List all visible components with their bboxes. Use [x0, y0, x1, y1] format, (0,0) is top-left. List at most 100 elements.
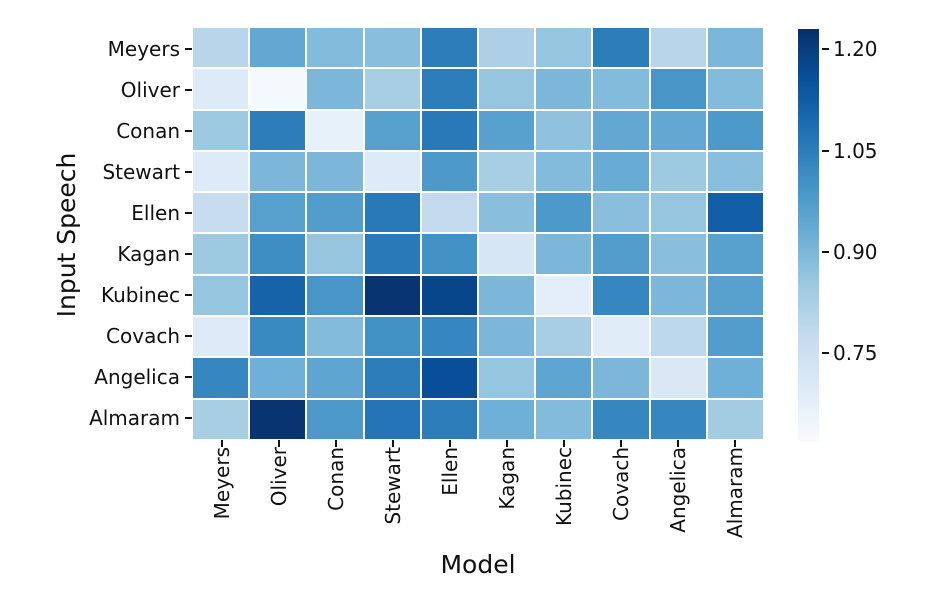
y-tick-label: Kagan: [117, 242, 180, 267]
heatmap-cell: [650, 28, 706, 68]
colorbar-tick-label: 1.20: [833, 37, 878, 62]
heatmap-cell: [536, 358, 592, 398]
heatmap-cell: [707, 234, 763, 274]
heatmap-cell: [593, 399, 649, 439]
heatmap-cell: [593, 234, 649, 274]
heatmap-cell: [707, 193, 763, 233]
heatmap-cell: [250, 399, 306, 439]
heatmap-cell: [479, 151, 535, 192]
x-tick-mark: [220, 440, 223, 447]
heatmap-cell: [421, 399, 477, 439]
heatmap-cell: [421, 193, 477, 233]
heatmap-cell: [707, 28, 763, 68]
heatmap-cell: [307, 399, 363, 439]
colorbar-tick-mark: [822, 352, 829, 355]
heatmap-cell: [707, 399, 763, 439]
heatmap-cell: [193, 358, 249, 398]
colorbar-tick-label: 1.05: [833, 138, 878, 163]
heatmap-cell: [650, 275, 706, 316]
heatmap-cell: [479, 317, 535, 357]
x-axis-title: Model: [440, 550, 516, 579]
heatmap-cell: [479, 69, 535, 109]
x-tick-label: Almaram: [722, 447, 747, 538]
x-tick-label: Ellen: [437, 447, 462, 496]
y-tick-mark: [185, 88, 192, 91]
heatmap-cell: [307, 317, 363, 357]
heatmap-cell: [536, 151, 592, 192]
colorbar-tick-label: 0.75: [833, 341, 878, 366]
heatmap-grid: [193, 28, 763, 439]
heatmap-cell: [479, 110, 535, 150]
y-tick-label: Conan: [116, 118, 180, 143]
heatmap-cell: [250, 234, 306, 274]
x-tick-mark: [505, 440, 508, 447]
x-tick-mark: [391, 440, 394, 447]
heatmap-cell: [650, 110, 706, 150]
colorbar-gradient: [798, 29, 819, 441]
heatmap-cell: [421, 28, 477, 68]
colorbar-tick-mark: [822, 250, 829, 253]
heatmap-cell: [650, 151, 706, 192]
heatmap-cell: [307, 275, 363, 316]
heatmap-cell: [479, 234, 535, 274]
heatmap-cell: [593, 151, 649, 192]
x-tick-label: Conan: [323, 447, 348, 511]
heatmap-cell: [536, 193, 592, 233]
heatmap-cell: [536, 234, 592, 274]
y-tick-mark: [185, 170, 192, 173]
heatmap-cell: [593, 110, 649, 150]
heatmap-cell: [650, 358, 706, 398]
y-tick-mark: [185, 335, 192, 338]
heatmap-cell: [536, 317, 592, 357]
heatmap-cell: [193, 317, 249, 357]
heatmap-cell: [307, 151, 363, 192]
x-tick-label: Stewart: [380, 447, 405, 525]
y-tick-label: Ellen: [131, 200, 180, 225]
heatmap-cell: [707, 358, 763, 398]
heatmap-cell: [364, 151, 420, 192]
y-tick-mark: [185, 47, 192, 50]
heatmap-cell: [307, 28, 363, 68]
heatmap-cell: [707, 110, 763, 150]
y-tick-mark: [185, 376, 192, 379]
heatmap-cell: [193, 399, 249, 439]
heatmap-cell: [307, 358, 363, 398]
heatmap-cell: [364, 234, 420, 274]
x-tick-label: Covach: [608, 447, 633, 521]
heatmap-cell: [479, 275, 535, 316]
heatmap-cell: [650, 399, 706, 439]
heatmap-cell: [536, 69, 592, 109]
y-tick-mark: [185, 211, 192, 214]
heatmap-cell: [364, 110, 420, 150]
heatmap-cell: [707, 317, 763, 357]
heatmap-cell: [479, 28, 535, 68]
heatmap-cell: [536, 399, 592, 439]
y-tick-label: Stewart: [102, 159, 180, 184]
heatmap-cell: [193, 193, 249, 233]
x-tick-label: Kubinec: [551, 447, 576, 527]
colorbar-tick-mark: [822, 48, 829, 51]
x-tick-mark: [733, 440, 736, 447]
heatmap-cell: [307, 110, 363, 150]
heatmap-cell: [536, 275, 592, 316]
x-tick-mark: [676, 440, 679, 447]
heatmap-cell: [421, 110, 477, 150]
heatmap-cell: [707, 275, 763, 316]
heatmap-cell: [707, 69, 763, 109]
heatmap-cell: [250, 110, 306, 150]
heatmap-cell: [364, 193, 420, 233]
x-tick-mark: [562, 440, 565, 447]
y-tick-label: Meyers: [107, 36, 180, 61]
heatmap-cell: [307, 193, 363, 233]
heatmap-cell: [193, 69, 249, 109]
heatmap-cell: [421, 234, 477, 274]
heatmap-cell: [593, 69, 649, 109]
heatmap-cell: [250, 69, 306, 109]
x-tick-label: Kagan: [494, 447, 519, 510]
heatmap-cell: [193, 275, 249, 316]
heatmap-cell: [250, 358, 306, 398]
heatmap-cell: [421, 358, 477, 398]
heatmap-cell: [650, 193, 706, 233]
x-tick-mark: [277, 440, 280, 447]
heatmap-cell: [593, 358, 649, 398]
